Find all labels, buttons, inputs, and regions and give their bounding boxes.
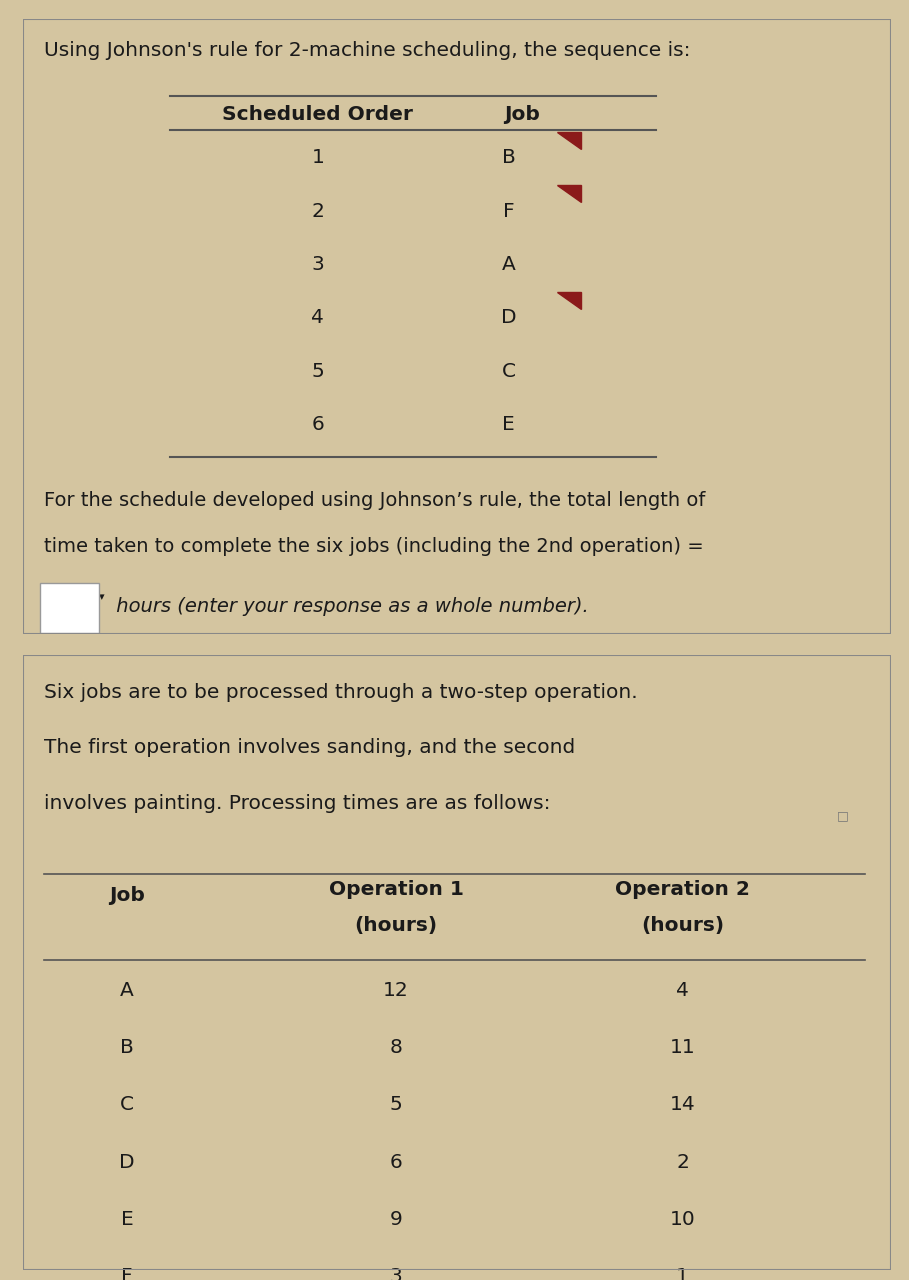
Text: 1: 1 (676, 1267, 689, 1280)
Text: Operation 2: Operation 2 (615, 879, 750, 899)
Text: 3: 3 (390, 1267, 403, 1280)
Text: 6: 6 (390, 1152, 403, 1171)
Text: Job: Job (504, 105, 540, 124)
Text: C: C (502, 362, 516, 381)
Text: Operation 1: Operation 1 (328, 879, 464, 899)
Text: 8: 8 (390, 1038, 403, 1057)
Text: D: D (501, 308, 516, 328)
Text: 51: 51 (57, 598, 82, 617)
Text: ▾: ▾ (99, 593, 105, 602)
Text: 2: 2 (676, 1152, 689, 1171)
Text: 9: 9 (390, 1210, 403, 1229)
Text: 4: 4 (676, 982, 689, 1000)
Text: □: □ (837, 809, 849, 822)
Text: B: B (120, 1038, 134, 1057)
FancyBboxPatch shape (40, 582, 99, 634)
Text: 6: 6 (312, 415, 325, 434)
Text: The first operation involves sanding, and the second: The first operation involves sanding, an… (45, 739, 575, 758)
Text: 5: 5 (312, 362, 325, 381)
Text: 3: 3 (312, 255, 325, 274)
Text: Job: Job (109, 886, 145, 905)
Text: Using Johnson's rule for 2-machine scheduling, the sequence is:: Using Johnson's rule for 2-machine sched… (45, 41, 691, 60)
Text: C: C (120, 1096, 134, 1115)
Text: 10: 10 (670, 1210, 695, 1229)
Text: 5: 5 (390, 1096, 403, 1115)
Text: Scheduled Order: Scheduled Order (223, 105, 414, 124)
Text: hours (enter your response as a whole number).: hours (enter your response as a whole nu… (110, 598, 589, 617)
Text: 2: 2 (312, 201, 325, 220)
Text: 1: 1 (312, 148, 325, 168)
Text: E: E (121, 1210, 134, 1229)
Text: A: A (502, 255, 515, 274)
Text: B: B (502, 148, 515, 168)
Polygon shape (556, 292, 581, 310)
Text: 14: 14 (670, 1096, 695, 1115)
Text: F: F (121, 1267, 133, 1280)
Text: involves painting. Processing times are as follows:: involves painting. Processing times are … (45, 794, 551, 813)
Polygon shape (556, 186, 581, 202)
Text: 12: 12 (383, 982, 409, 1000)
Text: time taken to complete the six jobs (including the 2nd operation) =: time taken to complete the six jobs (inc… (45, 536, 704, 556)
Text: E: E (503, 415, 515, 434)
Text: 11: 11 (670, 1038, 695, 1057)
Text: 4: 4 (312, 308, 325, 328)
Text: For the schedule developed using Johnson’s rule, the total length of: For the schedule developed using Johnson… (45, 490, 705, 509)
Text: D: D (119, 1152, 135, 1171)
Polygon shape (556, 132, 581, 148)
Text: F: F (503, 201, 514, 220)
Text: Six jobs are to be processed through a two-step operation.: Six jobs are to be processed through a t… (45, 684, 638, 701)
Text: (hours): (hours) (355, 915, 437, 934)
Text: (hours): (hours) (641, 915, 724, 934)
Text: A: A (120, 982, 134, 1000)
